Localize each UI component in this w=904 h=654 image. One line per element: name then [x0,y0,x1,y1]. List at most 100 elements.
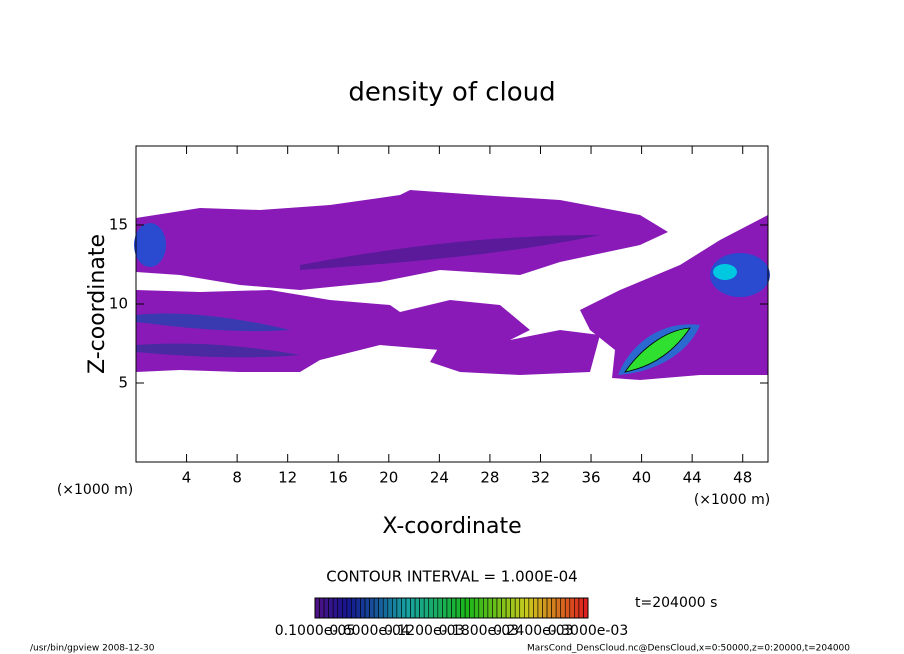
colorbar-stripe [528,597,534,619]
colorbar-stripe [501,597,507,619]
cloud-core [624,327,691,373]
colorbar-frame [314,597,589,619]
colorbar-stripe [328,597,334,619]
cloud-field [134,190,770,380]
x-unit-label: (×1000 m) [57,482,133,498]
y-tick-label: 10 [109,295,128,313]
colorbar-stripe [583,597,589,619]
colorbar-stripe [510,597,516,619]
colorbar-stripe [455,597,461,619]
colorbar-stripe [369,597,375,619]
colorbar-stripe [551,597,557,619]
colorbar-stripe [569,597,575,619]
colorbar-label: 0.6000e-04 [329,623,410,639]
cloud-band [136,313,290,332]
colorbar-stripe [396,597,402,619]
colorbar-stripe [346,597,352,619]
colorbar-stripe [387,597,393,619]
x-tick-label: 24 [430,469,449,487]
colorbar-stripe [514,597,521,619]
colorbar-stripe [401,597,407,619]
colorbar-label: 0.1800e-03 [439,623,519,639]
contour-interval: CONTOUR INTERVAL = 1.000E-04 [326,568,577,586]
colorbar-stripe [360,597,366,619]
x-tick-label: 32 [531,469,550,487]
colorbar-stripe [505,597,511,619]
colorbar-stripe [351,597,357,619]
colorbar-stripe [519,597,525,619]
x-tick-label: 44 [683,469,702,487]
colorbar-stripe [496,597,502,619]
x-tick-label: 4 [182,469,192,487]
colorbar-stripe [537,597,543,619]
colorbar-stripe [560,597,566,619]
cloud-region [580,215,768,380]
cloud-region [430,330,600,375]
colorbar-stripe [337,597,343,619]
x-tick-label: 40 [632,469,651,487]
x-tick-label: 28 [480,469,499,487]
colorbar-stripe [473,597,480,619]
colorbar-stripe [555,597,562,619]
colorbar-stripe [478,597,484,619]
colorbar-label: 0.2400e-03 [493,623,573,639]
cloud-core [134,223,166,267]
colorbar-stripe [405,597,411,619]
colorbar-stripe [546,597,552,619]
colorbar-stripe [487,597,493,619]
colorbar-stripe [564,597,571,619]
footer-right: MarsCond_DensCloud.nc@DensCloud,x=0:5000… [527,644,850,654]
colorbar-stripe [523,597,530,619]
colorbar-stripe [442,597,448,619]
colorbar-stripe [414,597,420,619]
x-unit-label: (×1000 m) [694,492,770,508]
y-tick-label: 5 [118,374,128,392]
chart-title: density of cloud [348,78,555,108]
x-tick-label: 8 [232,469,242,487]
colorbar-stripe [341,597,348,619]
colorbar-stripe [378,597,384,619]
colorbar-stripe [410,597,416,619]
colorbar-stripe [437,597,443,619]
cloud-band [136,343,300,358]
x-tick-label: 12 [278,469,297,487]
y-axis-label: Z-coordinate [85,234,110,374]
footer-left: /usr/bin/gpview 2008-12-30 [30,644,155,654]
x-axis-label: X-coordinate [382,514,521,539]
cloud-region [136,190,668,290]
colorbar-stripe [428,597,434,619]
cloud-core [713,264,737,280]
x-tick-label: 16 [329,469,348,487]
colorbar-stripe [492,597,498,619]
colorbar-label: 0.3000e-03 [548,623,628,639]
colorbar-stripe [323,597,329,619]
colorbar-stripe [464,597,470,619]
colorbar-label: 0.1000e-05 [275,623,355,639]
time-label: t=204000 s [635,595,717,611]
colorbar-stripe [578,597,584,619]
x-tick-label: 48 [733,469,752,487]
colorbar-label: 0.1200e-03 [384,623,464,639]
colorbar-stripe [373,597,379,619]
x-tick-label: 20 [379,469,398,487]
colorbar-stripe [574,597,580,619]
colorbar-stripe [392,597,398,619]
colorbar-stripe [469,597,475,619]
x-tick-label: 36 [581,469,600,487]
colorbar-stripe [419,597,425,619]
colorbar-stripe [533,597,539,619]
colorbar-stripe [319,597,325,619]
y-tick-label: 15 [109,216,128,234]
cloud-band [300,235,600,270]
colorbar-stripe [423,597,430,619]
colorbar-stripe [332,597,339,619]
colorbar-stripe [364,597,370,619]
colorbar-stripe [432,597,439,619]
colorbar-stripe [314,597,320,619]
colorbar-stripe [483,597,489,619]
colorbar-stripe [446,597,452,619]
colorbar-stripe [542,597,548,619]
colorbar-stripe [460,597,466,619]
colorbar-stripe [382,597,389,619]
